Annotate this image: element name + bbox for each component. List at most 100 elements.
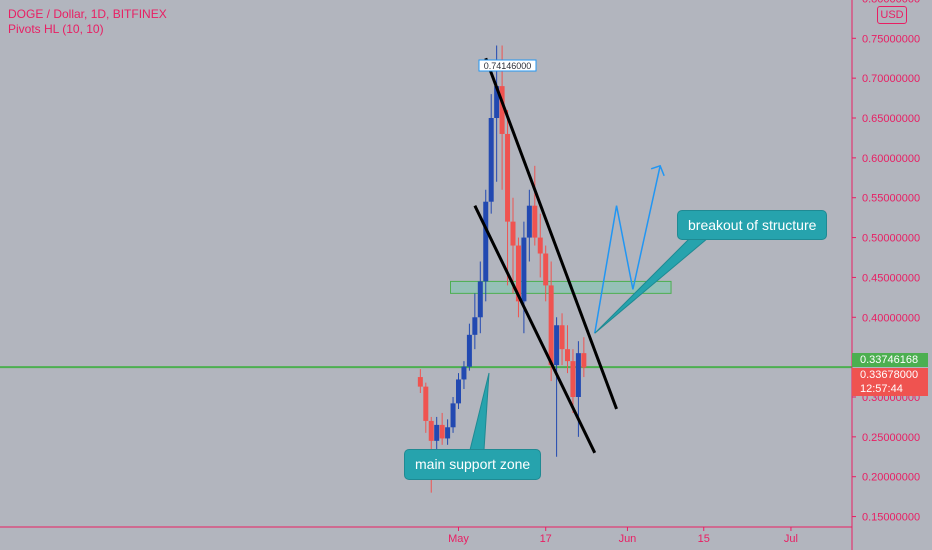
candle-body: [494, 86, 500, 119]
candle: [445, 419, 451, 445]
y-tick-label: 0.15000000: [862, 512, 920, 524]
x-tick-label: Jul: [784, 533, 798, 545]
resistance-zone: [450, 280, 672, 294]
y-tick-label: 0.45000000: [862, 272, 920, 284]
candle: [461, 361, 467, 390]
candle-body: [488, 118, 494, 202]
candle-body: [526, 205, 532, 238]
candle: [456, 373, 461, 409]
indicator-label[interactable]: Pivots HL (10, 10): [8, 22, 104, 36]
y-tick-label: 0.65000000: [862, 113, 920, 125]
candle-body: [537, 237, 543, 254]
candle: [423, 382, 429, 433]
candle-body: [543, 253, 549, 286]
candle-body: [439, 424, 445, 439]
candle-body: [477, 281, 483, 318]
candle: [483, 189, 489, 302]
candle: [472, 293, 478, 350]
candle: [434, 416, 440, 453]
candle-body: [575, 353, 581, 397]
currency-button[interactable]: USD: [877, 6, 907, 24]
candle-body: [581, 353, 587, 368]
candle: [515, 237, 521, 318]
candles: [417, 45, 587, 493]
candle: [570, 349, 576, 413]
support-callout[interactable]: main support zone: [404, 449, 542, 480]
y-tick-label: 0.70000000: [862, 73, 920, 85]
projection-arrow: [594, 164, 665, 334]
projection-path: [594, 165, 661, 334]
candle-body: [417, 377, 423, 387]
y-tick-label: 0.60000000: [862, 153, 920, 165]
candle-body: [472, 317, 478, 335]
price-axis[interactable]: 0.150000000.200000000.250000000.30000000…: [851, 0, 920, 550]
candle-body: [521, 237, 527, 302]
candle: [537, 213, 543, 278]
y-tick-label: 0.20000000: [862, 472, 920, 484]
x-tick-label: 15: [698, 533, 710, 545]
projection-arrowhead: [650, 164, 665, 177]
candle: [543, 245, 549, 302]
candle: [439, 412, 445, 445]
candle-body: [554, 325, 560, 366]
candle: [554, 317, 560, 457]
support-pointer: [469, 372, 490, 451]
candle-body: [456, 379, 461, 404]
candle-countdown: 12:57:44: [860, 383, 903, 395]
time-axis[interactable]: May 17 Jun 15 Jul: [0, 526, 852, 545]
candle: [510, 197, 516, 294]
trendline: [484, 57, 618, 410]
y-tick-label: 0.25000000: [862, 432, 920, 444]
candle-body: [499, 86, 505, 134]
svg-text:0.74146000: 0.74146000: [484, 61, 532, 71]
candle-body: [483, 201, 489, 282]
candle: [559, 313, 565, 366]
trendline: [473, 205, 597, 454]
candle: [488, 94, 494, 214]
y-tick-label: 0.50000000: [862, 233, 920, 245]
breakout-callout[interactable]: breakout of structure: [677, 210, 828, 240]
candle-body: [423, 386, 429, 421]
callout-pointers: [469, 237, 710, 451]
y-tick-label: 0.40000000: [862, 312, 920, 324]
candle-body: [428, 420, 434, 441]
candle-body: [466, 334, 472, 367]
candle-body: [515, 245, 521, 302]
y-tick-label: 0.55000000: [862, 193, 920, 205]
candle-body: [559, 325, 565, 350]
candle-body: [510, 221, 516, 246]
last-price-green-tag: 0.33746168: [852, 353, 928, 367]
y-tick-label: 0.75000000: [862, 33, 920, 45]
y-tick-label: 0.80000000: [862, 0, 920, 5]
candle-body: [445, 427, 451, 439]
candle: [505, 110, 511, 286]
high-label: 0.74146000: [478, 59, 537, 72]
x-tick-label: May: [448, 533, 469, 545]
candle: [477, 261, 483, 334]
candle: [521, 221, 527, 334]
x-tick-label: Jun: [619, 533, 637, 545]
candle: [466, 323, 472, 371]
candle-body: [450, 403, 456, 428]
symbol-title[interactable]: DOGE / Dollar, 1D, BITFINEX: [8, 7, 167, 21]
candle: [581, 337, 587, 378]
candle-body: [570, 361, 576, 397]
last-price-red: 0.33678000: [860, 369, 919, 381]
candle-body: [548, 285, 554, 366]
trend-channel: [473, 57, 618, 454]
candle: [526, 189, 532, 262]
chart-legend: DOGE / Dollar, 1D, BITFINEX Pivots HL (1…: [8, 7, 167, 37]
candle: [532, 165, 538, 246]
candle-body: [505, 133, 511, 222]
zone-rect: [450, 280, 672, 294]
candle-body: [565, 349, 570, 362]
candle: [565, 325, 570, 374]
last-price-red-tag: 0.33678000 12:57:44: [852, 368, 928, 396]
candle-body: [461, 366, 467, 380]
candle: [417, 369, 423, 394]
x-tick-label: 17: [540, 533, 552, 545]
candle-body: [434, 424, 440, 441]
candle: [450, 396, 456, 433]
candle-body: [532, 205, 538, 238]
